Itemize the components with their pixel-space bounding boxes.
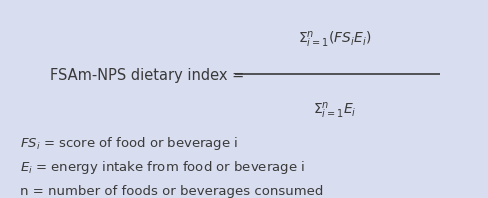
- Text: $FS_i$ = score of food or beverage i: $FS_i$ = score of food or beverage i: [20, 135, 237, 152]
- Text: $E_i$ = energy intake from food or beverage i: $E_i$ = energy intake from food or bever…: [20, 159, 304, 176]
- Text: $\Sigma_{i=1}^{n}E_i$: $\Sigma_{i=1}^{n}E_i$: [312, 101, 356, 121]
- Text: $\Sigma_{i=1}^{n}(FS_iE_i)$: $\Sigma_{i=1}^{n}(FS_iE_i)$: [298, 30, 371, 50]
- Text: FSAm-NPS dietary index =: FSAm-NPS dietary index =: [49, 68, 244, 83]
- Text: n = number of foods or beverages consumed: n = number of foods or beverages consume…: [20, 185, 322, 198]
